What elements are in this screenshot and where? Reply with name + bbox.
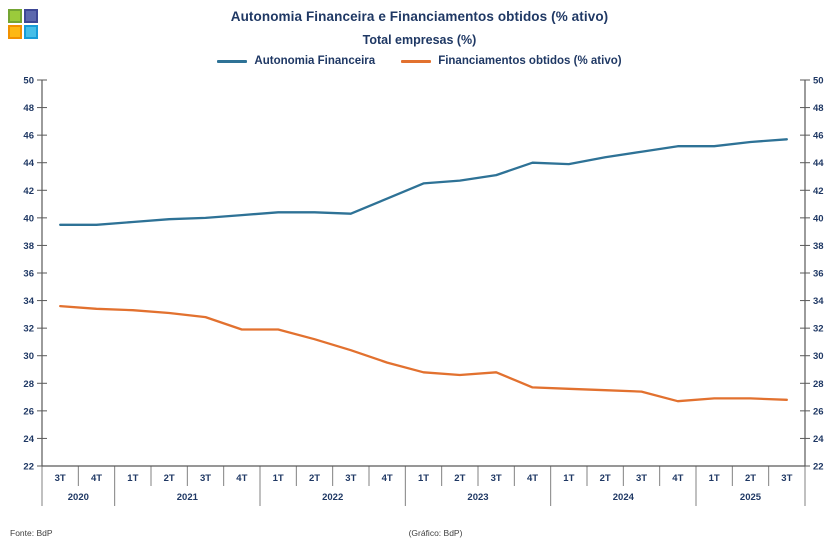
quarter-label: 2T: [309, 473, 320, 484]
year-label: 2025: [740, 492, 762, 503]
logo-square-cyan: [24, 25, 38, 39]
legend-item-autonomia: Autonomia Financeira: [217, 55, 375, 67]
y-tick-label-right: 36: [813, 269, 824, 280]
credit-note: (Gráfico: BdP): [408, 528, 463, 538]
quarter-label: 3T: [781, 473, 792, 484]
source-note: Fonte: BdP: [10, 528, 53, 538]
y-tick-label-right: 34: [813, 296, 824, 307]
y-tick-label-left: 28: [23, 379, 34, 390]
y-tick-label-left: 34: [23, 296, 34, 307]
quarter-label: 2T: [600, 473, 611, 484]
y-tick-label-left: 36: [23, 269, 34, 280]
quarter-label: 1T: [563, 473, 574, 484]
logo-square-indigo: [24, 9, 38, 23]
year-label: 2020: [68, 492, 89, 503]
year-label: 2023: [467, 492, 488, 503]
y-tick-label-left: 32: [23, 324, 34, 335]
y-tick-label-right: 38: [813, 241, 824, 252]
y-tick-label-right: 22: [813, 462, 824, 473]
y-tick-label-left: 38: [23, 241, 34, 252]
y-tick-label-left: 40: [23, 213, 34, 224]
y-tick-label-left: 44: [23, 158, 34, 169]
y-tick-label-right: 46: [813, 131, 824, 142]
quarter-label: 4T: [527, 473, 538, 484]
quarter-label: 3T: [55, 473, 66, 484]
y-tick-label-right: 44: [813, 158, 824, 169]
y-tick-label-left: 42: [23, 186, 34, 197]
year-label: 2024: [613, 492, 635, 503]
y-tick-label-right: 30: [813, 351, 824, 362]
y-tick-label-left: 50: [23, 76, 34, 87]
quarter-label: 1T: [127, 473, 138, 484]
y-tick-label-left: 24: [23, 434, 34, 445]
quarter-label: 1T: [273, 473, 284, 484]
legend-label: Autonomia Financeira: [254, 55, 376, 67]
quarter-label: 1T: [418, 473, 429, 484]
quarter-label: 4T: [382, 473, 393, 484]
legend: Autonomia Financeira Financiamentos obti…: [0, 55, 839, 67]
quarter-label: 4T: [236, 473, 247, 484]
y-tick-label-right: 48: [813, 103, 824, 114]
quarter-label: 1T: [709, 473, 720, 484]
series-line-0: [59, 138, 788, 226]
bpstat-logo: [8, 9, 38, 39]
y-tick-label-right: 42: [813, 186, 824, 197]
legend-line-swatch-orange: [401, 59, 432, 63]
y-tick-label-right: 28: [813, 379, 824, 390]
y-tick-label-right: 50: [813, 76, 824, 87]
chart-subtitle: Total empresas (%): [362, 33, 477, 47]
quarter-label: 3T: [345, 473, 356, 484]
year-label: 2022: [322, 492, 343, 503]
y-tick-label-right: 40: [813, 213, 824, 224]
y-tick-label-left: 26: [23, 406, 34, 417]
y-tick-label-right: 26: [813, 406, 824, 417]
quarter-label: 3T: [636, 473, 647, 484]
y-tick-label-left: 48: [23, 103, 34, 114]
y-tick-label-left: 22: [23, 462, 34, 473]
quarter-label: 3T: [200, 473, 211, 484]
logo-square-amber: [8, 25, 22, 39]
series-line-1: [59, 304, 788, 403]
legend-item-financiamentos: Financiamentos obtidos (% ativo): [401, 55, 622, 67]
logo-square-green: [8, 9, 22, 23]
quarter-label: 2T: [745, 473, 756, 484]
legend-label: Financiamentos obtidos (% ativo): [438, 55, 622, 67]
quarter-label: 3T: [491, 473, 502, 484]
quarter-label: 4T: [672, 473, 683, 484]
y-tick-label-right: 24: [813, 434, 824, 445]
y-tick-label-right: 32: [813, 324, 824, 335]
quarter-label: 2T: [164, 473, 175, 484]
quarter-label: 2T: [454, 473, 465, 484]
y-tick-label-left: 30: [23, 351, 34, 362]
quarter-label: 4T: [91, 473, 102, 484]
year-label: 2021: [177, 492, 199, 503]
y-tick-label-left: 46: [23, 131, 34, 142]
chart-title: Autonomia Financeira e Financiamentos ob…: [230, 9, 609, 24]
legend-line-swatch-blue: [217, 59, 248, 63]
